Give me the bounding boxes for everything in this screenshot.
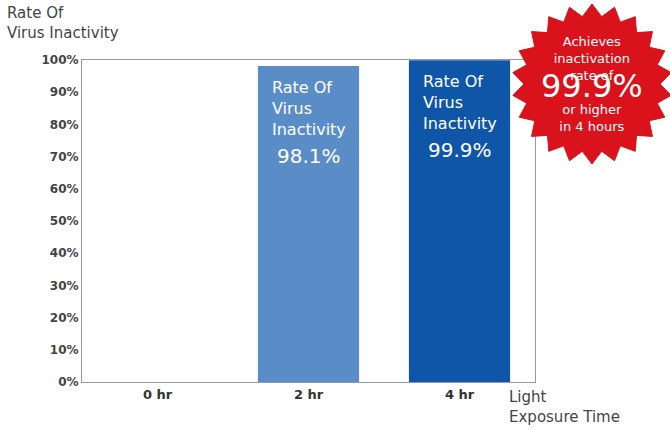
svg-text:0 hr: 0 hr [143, 387, 173, 402]
svg-text:40%: 40% [50, 246, 79, 260]
svg-text:0%: 0% [58, 375, 78, 389]
svg-text:2 hr: 2 hr [294, 387, 324, 402]
svg-text:4 hr: 4 hr [445, 387, 475, 402]
svg-text:50%: 50% [50, 214, 79, 228]
svg-text:98.1%: 98.1% [277, 144, 341, 168]
svg-text:60%: 60% [50, 182, 79, 196]
svg-text:99.9%: 99.9% [428, 138, 492, 162]
svg-text:Rate OfVirusInactivity: Rate OfVirusInactivity [272, 78, 346, 139]
svg-text:30%: 30% [50, 279, 79, 293]
svg-text:Achievesinactivationrate of99.: Achievesinactivationrate of99.9%or highe… [541, 34, 643, 134]
svg-text:Rate OfVirusInactivity: Rate OfVirusInactivity [423, 72, 497, 133]
svg-text:80%: 80% [50, 118, 79, 132]
svg-text:90%: 90% [50, 85, 79, 99]
svg-text:Rate OfVirus Inactivity: Rate OfVirus Inactivity [7, 4, 119, 42]
svg-text:LightExposure Time: LightExposure Time [509, 388, 620, 426]
svg-text:100%: 100% [42, 53, 79, 67]
svg-text:10%: 10% [50, 343, 79, 357]
svg-text:70%: 70% [50, 150, 79, 164]
svg-text:20%: 20% [50, 311, 79, 325]
